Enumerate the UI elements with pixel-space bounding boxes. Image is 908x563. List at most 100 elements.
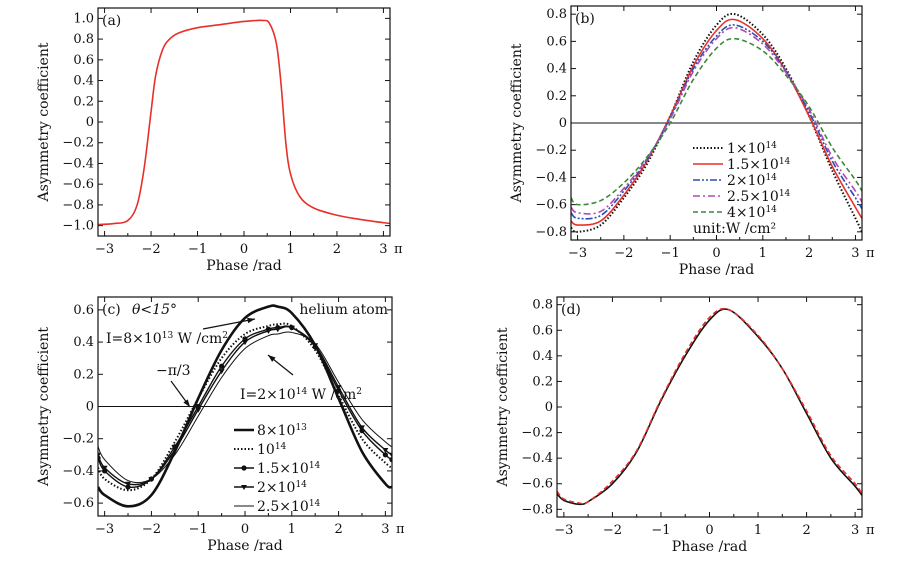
x-tick-label: −1 [188,242,207,257]
y-tick-label: 0.4 [546,62,567,77]
series-line [98,19,390,226]
y-tick-label: −0.4 [62,464,94,479]
y-tick-label: −0.6 [535,198,567,213]
legend-label: 2×1014 [727,173,777,189]
arrow-head-icon [247,317,255,324]
x-tick-label: 3 [379,242,387,257]
y-tick-label: 0.2 [532,374,553,389]
y-axis-label: Asymmetry coefficient [36,42,52,202]
panel-label: (d) [561,302,581,318]
phase-mark-annotation: −π/3 [156,363,191,379]
y-tick-label: 0.2 [73,367,94,382]
series-line [98,331,392,484]
x-unit-label: π [866,523,875,538]
x-unit-label: π [396,522,405,537]
x-tick-label: −2 [603,523,622,538]
y-tick-label: 0.4 [73,335,94,350]
atom-annotation: helium atom [299,302,388,318]
data-point [171,447,178,453]
x-tick-label: −2 [614,246,633,261]
panel-d: −3 −2 −1 0 1 2 3 π −0.8 −0.6 −0.4 −0.2 0 0.2 0.4 0.6 0.8… [495,296,875,555]
x-tick-label: −2 [141,242,160,257]
legend-label: 1014 [257,442,287,458]
x-tick-label: −3 [554,523,573,538]
series-line [98,304,392,508]
plot-frame [556,296,863,518]
data-point [358,425,365,431]
x-unit-label: π [394,242,403,257]
data-point [312,343,319,349]
intensity-low-annotation: I=8×1013 W /cm2 [106,331,228,347]
y-tick-label: 0.6 [73,303,94,318]
y-tick-label: −0.8 [62,198,94,213]
x-tick-label: 2 [334,522,342,537]
x-tick-label: 0 [705,523,713,538]
legend-label: 8×1013 [257,423,307,439]
x-tick-label: −2 [142,522,161,537]
y-tick-label: −0.4 [521,451,553,466]
panel-label: (a) [102,13,121,29]
plot-frame [97,7,391,237]
series-group [98,304,392,508]
condition-annotation: θ<15° [132,302,177,318]
y-tick-label: −0.2 [62,432,94,447]
y-tick-label: 0.2 [73,94,94,109]
legend-label: 2.5×1014 [727,189,791,205]
data-point [195,407,202,413]
data-point [98,452,102,458]
legend-label: 4×1014 [727,205,777,221]
x-tick-label: −1 [189,522,208,537]
y-tick-label: −0.4 [535,170,567,185]
panel-label: (c) [102,302,121,318]
y-tick-label: 0 [559,116,567,131]
x-tick-label: 1 [286,242,294,257]
x-tick-label: 3 [851,523,859,538]
y-tick-label: 0.8 [73,32,94,47]
data-point [218,369,225,375]
data-point [125,481,132,487]
panel-a: −3 −2 −1 0 1 2 3 π −1.0 −0.8 −0.6 −0.4 −0.2 0 0.2 0.4 0.… [36,7,403,274]
y-tick-label: −0.4 [62,156,94,171]
x-tick-label: 0 [240,242,248,257]
x-unit-label: π [866,246,875,261]
legend-label: 2.5×1014 [257,499,321,515]
x-tick-label: −3 [95,522,114,537]
series-group [557,307,862,506]
y-tick-label: 0 [545,400,553,415]
x-axis-label: Phase /rad [206,258,281,274]
arrow-head-icon [268,355,276,362]
y-tick-label: −0.8 [521,502,553,517]
legend-unit-note: unit:W /cm² [693,221,776,237]
x-axis-label: Phase /rad [207,538,282,554]
arrow-head-icon [183,399,190,407]
series-line [571,37,862,206]
plot-frame [570,5,863,241]
y-tick-label: 0 [86,400,94,415]
y-tick-label: 0.6 [546,34,567,49]
series-line [571,24,862,220]
panel-b: −3 −2 −1 0 1 2 3 π −0.8 −0.6 −0.4 −0.2 0 0.2 0.4 0.6 0.8… [509,5,875,278]
y-tick-label: −0.6 [62,177,94,192]
x-tick-label: 3 [851,246,859,261]
y-tick-label: −0.6 [62,496,94,511]
plot-frame [97,296,393,517]
y-tick-label: 0.4 [532,349,553,364]
y-tick-label: −0.2 [62,136,94,151]
data-point [265,328,272,334]
panel-label: (b) [575,11,595,27]
series-line [571,12,862,233]
series-line [557,308,862,506]
data-point [274,327,281,333]
legend-label: 2×1014 [257,480,307,496]
x-axis-label: Phase /rad [672,539,747,555]
series-line [571,18,862,226]
data-point [335,385,342,391]
legend-label: 1×1014 [727,141,777,157]
x-tick-label: 2 [333,242,341,257]
data-point [388,452,392,458]
annotation-arrow [202,318,256,330]
y-tick-label: 0 [86,115,94,130]
x-tick-label: 0 [712,246,720,261]
series-line [571,26,862,215]
